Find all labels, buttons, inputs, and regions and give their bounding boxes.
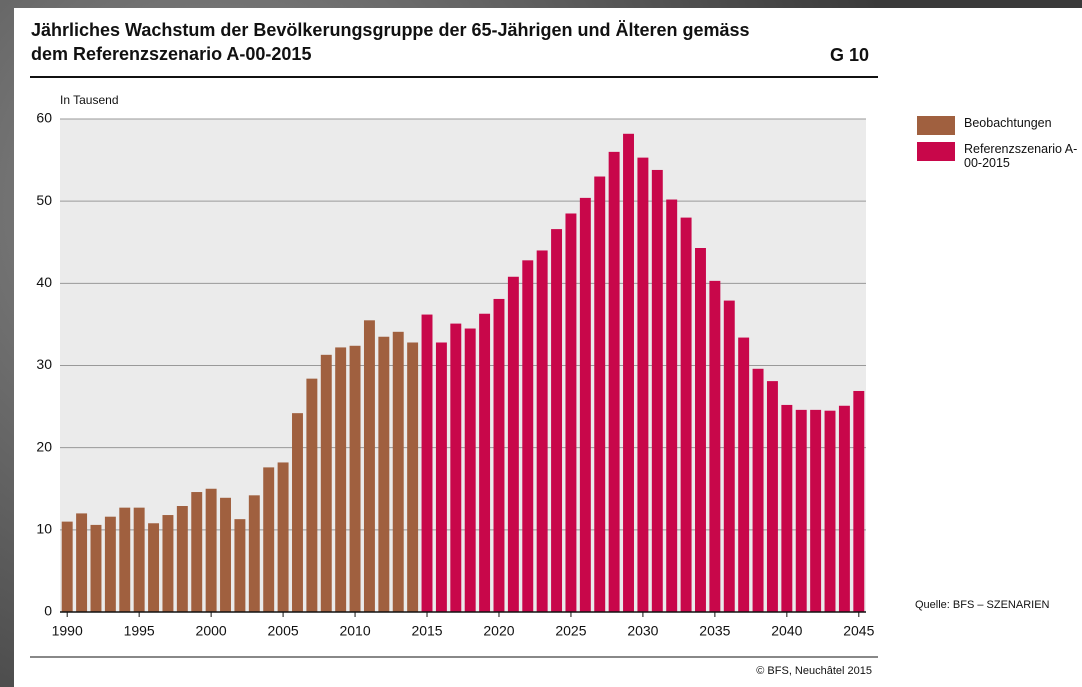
x-tick-label: 2030 bbox=[627, 623, 658, 639]
x-tick-label: 1995 bbox=[124, 623, 155, 639]
bar bbox=[90, 524, 102, 612]
bar bbox=[464, 328, 476, 612]
bar bbox=[594, 176, 606, 612]
legend-swatch bbox=[917, 142, 955, 161]
bar bbox=[205, 488, 217, 612]
y-tick-label: 10 bbox=[36, 521, 52, 537]
bar bbox=[407, 342, 419, 612]
source: Quelle: BFS – SZENARIEN bbox=[915, 599, 1050, 611]
bar bbox=[651, 169, 663, 612]
bar bbox=[133, 507, 145, 612]
legend-item: Referenzszenario A-00-2015 bbox=[917, 142, 1082, 170]
bar bbox=[853, 390, 865, 612]
legend-item: Beobachtungen bbox=[917, 116, 1082, 135]
y-tick-label: 20 bbox=[36, 438, 52, 454]
bar bbox=[421, 314, 433, 612]
bar bbox=[666, 199, 678, 613]
x-tick-label: 2005 bbox=[268, 623, 299, 639]
bar bbox=[795, 409, 807, 612]
x-tick-label: 2025 bbox=[555, 623, 586, 639]
x-tick-label: 2045 bbox=[843, 623, 874, 639]
bar bbox=[450, 323, 462, 612]
bar bbox=[306, 378, 318, 612]
bar bbox=[695, 248, 706, 613]
bar bbox=[191, 492, 203, 612]
figure-id: G 10 bbox=[830, 45, 870, 65]
y-tick-label: 30 bbox=[36, 356, 52, 372]
bar bbox=[608, 151, 620, 612]
bar bbox=[479, 313, 491, 612]
legend-label: Beobachtungen bbox=[964, 116, 1052, 130]
bar bbox=[637, 157, 649, 612]
x-tick-label: 2015 bbox=[411, 623, 442, 639]
bar bbox=[349, 345, 361, 612]
bar bbox=[565, 213, 577, 612]
y-tick-label: 50 bbox=[36, 192, 52, 208]
bar bbox=[76, 513, 88, 612]
bar bbox=[738, 337, 750, 612]
chart-title: Jährliches Wachstum der Bevölkerungsgrup… bbox=[31, 20, 750, 64]
bar bbox=[709, 280, 721, 612]
bar bbox=[824, 410, 836, 612]
y-tick-label: 60 bbox=[36, 110, 52, 126]
bar bbox=[723, 300, 735, 612]
bar bbox=[680, 217, 692, 612]
bar bbox=[536, 250, 548, 612]
y-axis-label: In Tausend bbox=[60, 93, 119, 107]
x-tick-label: 2000 bbox=[196, 623, 227, 639]
x-tick-label: 2040 bbox=[771, 623, 802, 639]
bar bbox=[263, 467, 275, 612]
bar bbox=[766, 381, 778, 612]
x-tick-label: 1990 bbox=[52, 623, 83, 639]
copyright: © BFS, Neuchâtel 2015 bbox=[756, 665, 872, 677]
bar bbox=[248, 495, 260, 612]
bar bbox=[392, 331, 404, 612]
bar bbox=[752, 368, 764, 612]
bar bbox=[435, 342, 447, 612]
bar bbox=[292, 413, 303, 612]
bar bbox=[335, 347, 347, 612]
x-tick-label: 2010 bbox=[339, 623, 370, 639]
bar bbox=[220, 497, 231, 612]
bar bbox=[838, 405, 850, 612]
bar bbox=[162, 515, 174, 612]
bar bbox=[320, 354, 332, 612]
x-tick-label: 2035 bbox=[699, 623, 730, 639]
bar bbox=[378, 336, 390, 612]
bar bbox=[507, 276, 519, 612]
bar bbox=[119, 507, 131, 612]
y-tick-label: 40 bbox=[36, 274, 52, 290]
bar bbox=[493, 298, 505, 612]
bar bbox=[234, 519, 246, 612]
legend-label: Referenzszenario A-00-2015 bbox=[964, 142, 1078, 170]
bar bbox=[61, 521, 73, 612]
bar bbox=[104, 516, 116, 612]
bar bbox=[781, 404, 793, 612]
legend-swatch bbox=[917, 116, 955, 135]
bar bbox=[810, 409, 822, 612]
bar bbox=[363, 320, 375, 612]
bar bbox=[176, 506, 188, 612]
bar bbox=[623, 133, 634, 613]
bar bbox=[148, 523, 160, 612]
bar bbox=[551, 229, 563, 612]
bar bbox=[579, 197, 591, 612]
y-tick-label: 0 bbox=[44, 603, 52, 619]
x-tick-label: 2020 bbox=[483, 623, 514, 639]
bar bbox=[277, 462, 289, 612]
bar bbox=[522, 260, 534, 612]
